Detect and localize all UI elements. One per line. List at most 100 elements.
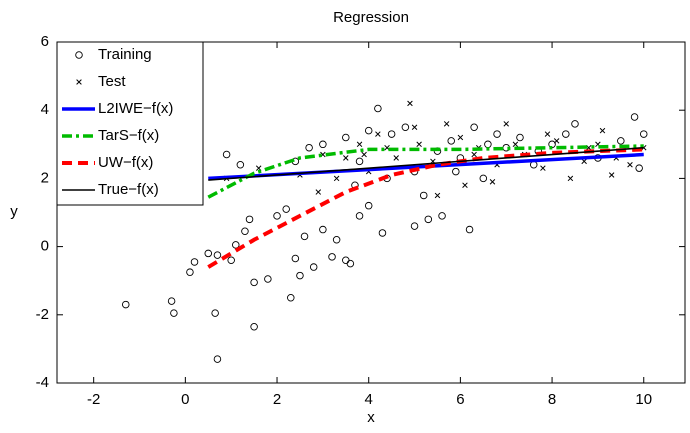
marker-circle <box>236 161 245 169</box>
marker-circle <box>296 271 304 280</box>
marker-x <box>443 121 450 127</box>
marker-x <box>581 158 587 165</box>
marker-x <box>434 192 441 199</box>
line <box>207 144 644 199</box>
marker-x <box>416 141 422 148</box>
y-axis-label: y <box>10 203 18 220</box>
marker-circle <box>346 259 355 268</box>
line <box>208 146 644 181</box>
x-tick-label: -2 <box>87 391 100 408</box>
marker-circle <box>378 229 387 237</box>
marker-circle <box>309 263 318 271</box>
marker-circle <box>122 300 130 309</box>
marker-x <box>462 182 468 188</box>
marker-circle <box>387 130 396 138</box>
x-tick-label: 0 <box>181 391 189 408</box>
marker-x <box>411 124 418 131</box>
marker-circle <box>241 227 249 236</box>
marker-circle <box>630 113 639 121</box>
marker-x <box>393 155 399 161</box>
legend-label: Training <box>98 46 152 63</box>
marker-x <box>567 175 574 182</box>
marker-x <box>315 189 322 195</box>
marker-circle <box>419 191 428 200</box>
marker-x <box>407 100 413 107</box>
marker-x <box>471 151 477 158</box>
legend: Training Test L2IWE−f(x) TarS−f(x) UW−f(x) Tr… <box>56 41 204 206</box>
marker-circle <box>291 254 300 263</box>
marker-circle <box>401 123 410 131</box>
marker-circle <box>190 258 199 266</box>
marker-x <box>544 131 551 137</box>
marker-circle <box>562 130 570 138</box>
y-tick-label: -2 <box>36 306 49 323</box>
legend-label: L2IWE−f(x) <box>98 100 173 117</box>
marker-circle <box>273 212 281 220</box>
marker-circle <box>424 215 433 224</box>
marker-x <box>356 141 363 148</box>
marker-circle <box>328 253 336 261</box>
marker-circle <box>204 249 213 258</box>
marker-circle <box>213 355 222 363</box>
marker-x <box>599 127 606 134</box>
marker-circle <box>213 251 222 259</box>
marker-circle <box>250 278 258 287</box>
marker-x <box>553 138 560 144</box>
marker-circle <box>447 137 455 145</box>
marker-x <box>375 131 381 137</box>
marker-circle <box>211 309 219 317</box>
y-tick-label: 6 <box>41 33 49 50</box>
marker-x <box>512 141 519 148</box>
marker-circle <box>493 130 501 138</box>
line <box>207 147 644 269</box>
x-tick-label: 6 <box>456 391 464 408</box>
legend-label: True−f(x) <box>98 181 159 198</box>
marker-circle <box>222 150 231 159</box>
y-tick-label: 0 <box>41 238 49 255</box>
marker-circle <box>319 140 327 149</box>
marker-circle <box>635 164 643 172</box>
marker-circle <box>167 297 176 305</box>
legend-label: TarS−f(x) <box>98 127 159 144</box>
marker-circle <box>250 322 258 331</box>
marker-circle <box>264 275 272 283</box>
marker-circle <box>75 51 83 59</box>
chart-title: Regression <box>333 9 409 26</box>
marker-circle <box>410 222 419 230</box>
plot-frame <box>56 41 686 384</box>
marker-circle <box>355 157 364 166</box>
marker-circle <box>232 241 240 249</box>
marker-x <box>457 134 464 141</box>
marker-circle <box>452 167 460 176</box>
legend-box <box>56 41 204 206</box>
legend-label: UW−f(x) <box>98 154 153 171</box>
marker-circle <box>639 130 648 138</box>
marker-circle <box>438 212 446 220</box>
marker-circle <box>342 133 350 142</box>
marker-x <box>343 155 349 161</box>
marker-circle <box>355 212 364 220</box>
y-tick-label: -4 <box>36 374 49 391</box>
y-tick-label: 2 <box>41 169 49 186</box>
x-tick-label: 2 <box>273 391 281 408</box>
marker-circle <box>479 174 488 183</box>
marker-circle <box>484 140 492 149</box>
marker-circle <box>287 294 295 302</box>
marker-circle <box>364 126 373 135</box>
x-tick-label: 8 <box>548 391 556 408</box>
marker-circle <box>300 232 309 241</box>
marker-circle <box>529 161 538 169</box>
marker-x <box>333 175 340 182</box>
marker-circle <box>571 120 579 128</box>
marker-circle <box>617 137 625 145</box>
marker-circle <box>186 268 194 276</box>
marker-x <box>627 162 633 168</box>
marker-x <box>361 151 367 158</box>
marker-x <box>503 121 509 127</box>
marker-circle <box>516 133 524 142</box>
marker-circle <box>342 256 350 264</box>
marker-circle <box>319 225 327 234</box>
marker-circle <box>364 201 373 210</box>
marker-circle <box>470 123 478 131</box>
